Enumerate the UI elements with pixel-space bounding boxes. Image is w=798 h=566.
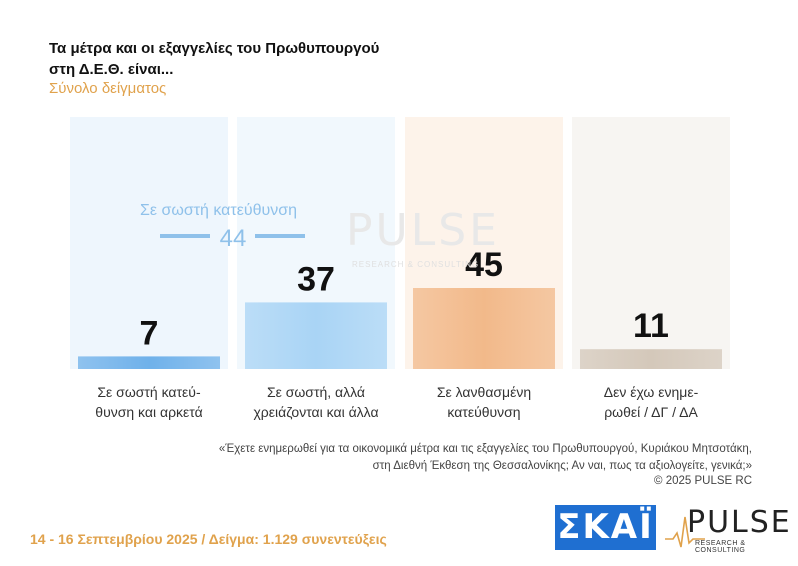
chart-title-line1: Τα μέτρα και οι εξαγγελίες του Πρωθυπουρ…	[49, 40, 380, 57]
pulse-logo: PULSE RESEARCH & CONSULTING	[665, 503, 790, 554]
data-label: 37	[297, 260, 335, 298]
chart-subtitle: Σύνολο δείγματος	[49, 80, 167, 97]
data-label: 11	[633, 307, 669, 345]
data-label: 7	[140, 314, 159, 352]
combined-category-label: Σε σωστή κατεύθυνση	[140, 202, 298, 219]
category-label: Σε σωστή κατεύ- θυνση και αρκετά	[95, 384, 203, 420]
bar	[245, 302, 387, 369]
watermark-logo: PULSE	[346, 205, 500, 256]
category-label: Σε λανθασμένη κατεύθυνση	[436, 384, 532, 420]
pulse-logo-word: PULSE	[687, 505, 792, 540]
footer-date-sample: 14 - 16 Σεπτεμβρίου 2025 / Δείγμα: 1.129…	[30, 531, 387, 547]
copyright-text: © 2025 PULSE RC	[654, 475, 752, 487]
bar	[580, 349, 722, 369]
pulse-logo-sub: RESEARCH & CONSULTING	[695, 540, 746, 554]
category-label: Σε σωστή, αλλά χρειάζονται και άλλα	[253, 384, 379, 420]
pulse-wave-icon	[665, 516, 705, 548]
skai-logo: ΣΚΑΪ	[555, 505, 656, 550]
category-label: Δεν έχω ενημε- ρωθεί / ΔΓ / ΔΑ	[603, 384, 699, 420]
combined-value-label: 44	[220, 225, 247, 252]
watermark-sub: RESEARCH & CONSULTING	[352, 260, 480, 269]
column-background	[572, 117, 730, 369]
bar	[413, 288, 555, 369]
bar	[78, 356, 220, 369]
chart-title-line2: στη Δ.Ε.Θ. είναι...	[49, 61, 174, 78]
data-label: 45	[465, 246, 503, 284]
column-background	[70, 117, 228, 369]
chart-title: Τα μέτρα και οι εξαγγελίες του Πρωθυπουρ…	[49, 38, 469, 80]
question-note: «Έχετε ενημερωθεί για τα οικονομικά μέτρ…	[218, 443, 752, 472]
